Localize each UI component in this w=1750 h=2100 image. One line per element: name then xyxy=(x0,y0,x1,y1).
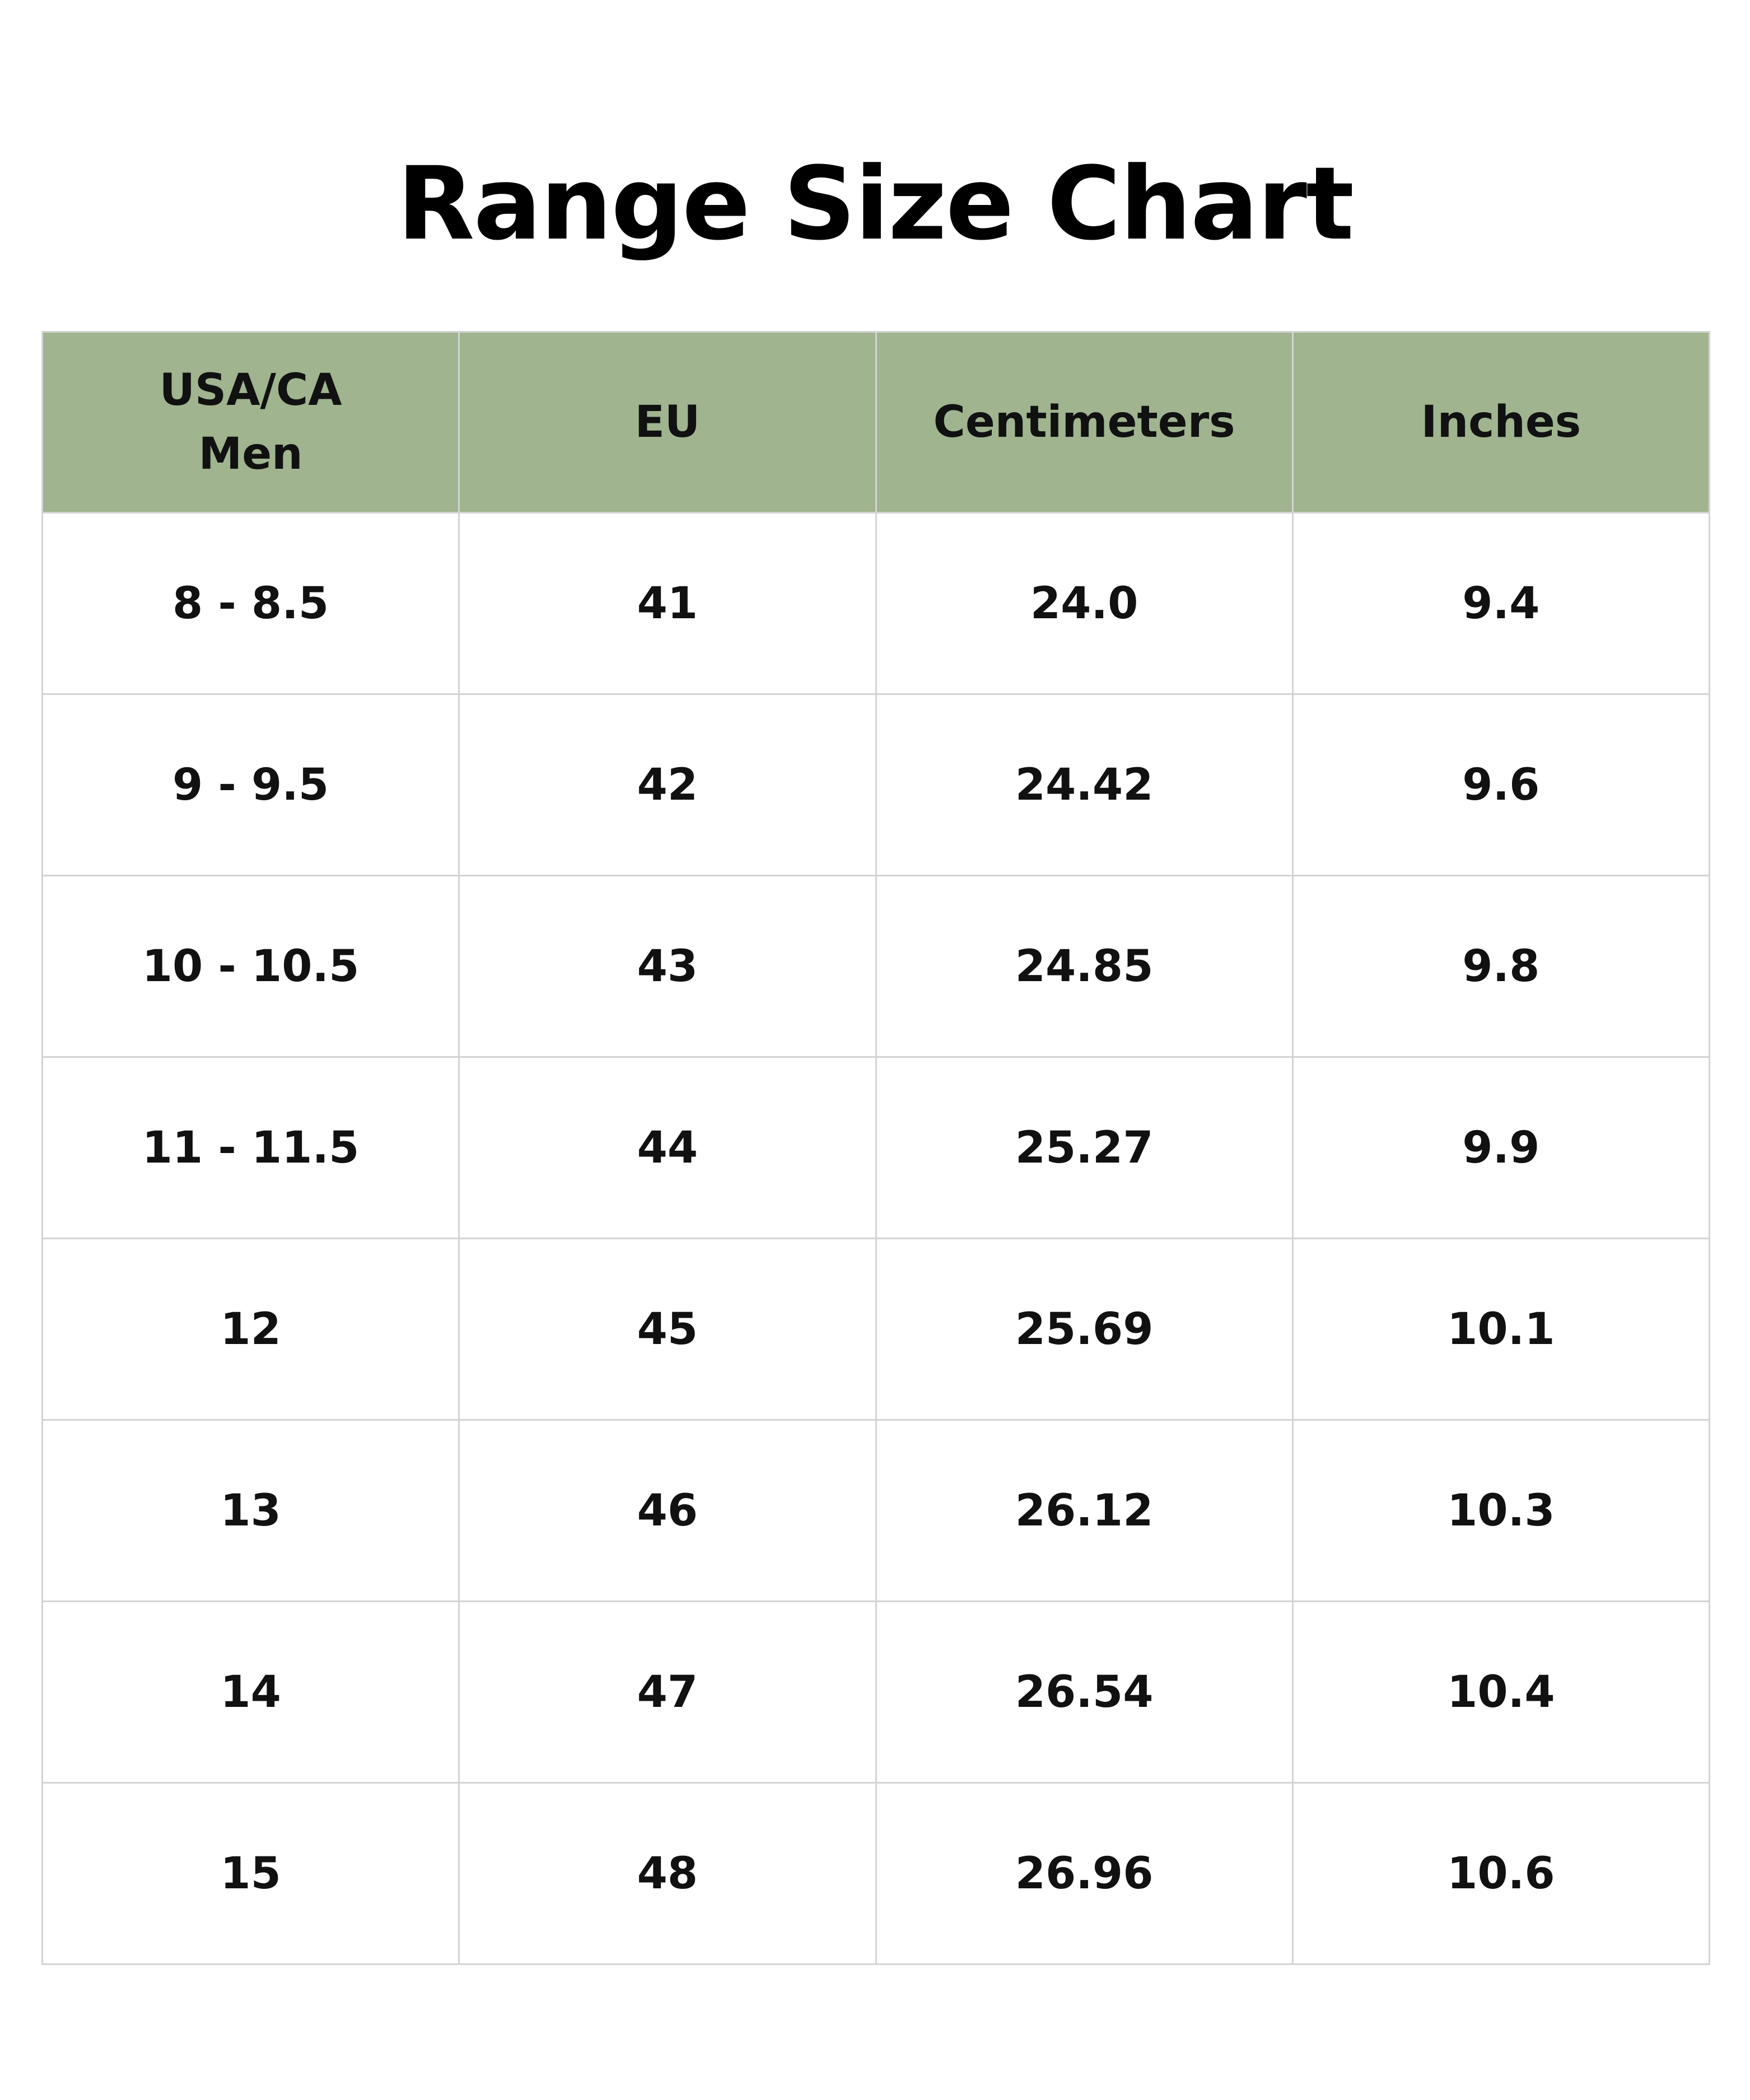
table-cell: 11 - 11.5 xyxy=(41,1056,460,1239)
header-row: USA/CA Men EU Centimeters Inches xyxy=(41,331,1711,514)
table-cell: 9 - 9.5 xyxy=(41,693,460,876)
table-cell: 10.6 xyxy=(1291,1782,1711,1965)
table-row: 13 46 26.12 10.3 xyxy=(41,1419,1711,1602)
table-row: 8 - 8.5 41 24.0 9.4 xyxy=(41,512,1711,695)
table-cell: 8 - 8.5 xyxy=(41,512,460,695)
table-row: 10 - 10.5 43 24.85 9.8 xyxy=(41,875,1711,1058)
table-cell: 9.9 xyxy=(1291,1056,1711,1239)
table-cell: 26.12 xyxy=(875,1419,1294,1602)
table-cell: 41 xyxy=(458,512,877,695)
table-cell: 9.8 xyxy=(1291,875,1711,1058)
table-cell: 26.96 xyxy=(875,1782,1294,1965)
table-cell: 14 xyxy=(41,1600,460,1784)
table-cell: 42 xyxy=(458,693,877,876)
table-cell: 13 xyxy=(41,1419,460,1602)
table-cell: 46 xyxy=(458,1419,877,1602)
title: Range Size Chart xyxy=(396,146,1354,263)
table-cell: 48 xyxy=(458,1782,877,1965)
size-table: USA/CA Men EU Centimeters Inches 8 - 8.5 41 2… xyxy=(41,331,1711,1965)
table-cell: 10 - 10.5 xyxy=(41,875,460,1058)
table-cell: 10.4 xyxy=(1291,1600,1711,1784)
table-header: USA/CA Men EU Centimeters Inches xyxy=(41,331,1711,514)
column-header: Centimeters xyxy=(875,331,1294,514)
table-cell: 9.6 xyxy=(1291,693,1711,876)
table-row: 12 45 25.69 10.1 xyxy=(41,1238,1711,1421)
table-cell: 26.54 xyxy=(875,1600,1294,1784)
table-cell: 12 xyxy=(41,1238,460,1421)
column-header: Inches xyxy=(1291,331,1711,514)
table-cell: 24.0 xyxy=(875,512,1294,695)
table-cell: 9.4 xyxy=(1291,512,1711,695)
table-cell: 25.69 xyxy=(875,1238,1294,1421)
table-cell: 45 xyxy=(458,1238,877,1421)
column-header: USA/CA Men xyxy=(41,331,460,514)
table-cell: 47 xyxy=(458,1600,877,1784)
table-cell: 43 xyxy=(458,875,877,1058)
column-header: EU xyxy=(458,331,877,514)
table-cell: 10.3 xyxy=(1291,1419,1711,1602)
table-cell: 24.42 xyxy=(875,693,1294,876)
table-body: 8 - 8.5 41 24.0 9.4 9 - 9.5 42 24.42 9.6 10 - 10… xyxy=(41,512,1711,1965)
table-row: 14 47 26.54 10.4 xyxy=(41,1600,1711,1784)
table-cell: 24.85 xyxy=(875,875,1294,1058)
table-cell: 25.27 xyxy=(875,1056,1294,1239)
table-row: 15 48 26.96 10.6 xyxy=(41,1782,1711,1965)
table-cell: 15 xyxy=(41,1782,460,1965)
table-row: 11 - 11.5 44 25.27 9.9 xyxy=(41,1056,1711,1239)
table-row: 9 - 9.5 42 24.42 9.6 xyxy=(41,693,1711,876)
table-cell: 44 xyxy=(458,1056,877,1239)
table-cell: 10.1 xyxy=(1291,1238,1711,1421)
